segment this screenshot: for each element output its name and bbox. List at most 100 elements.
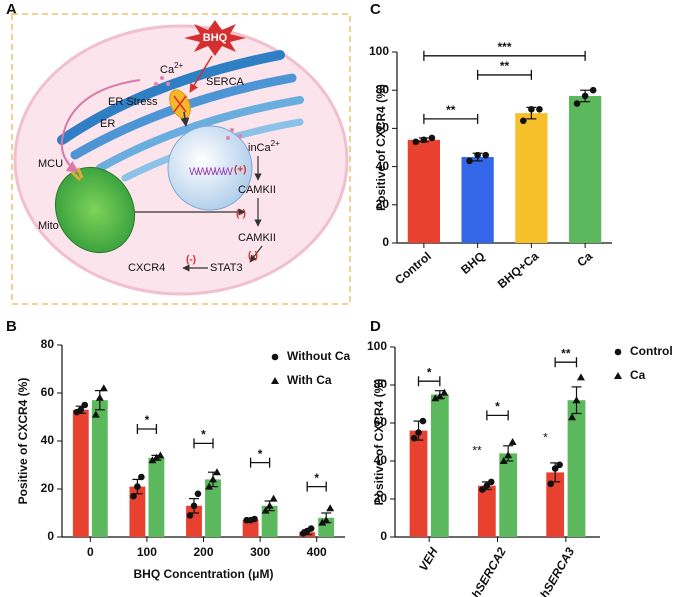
significance-note: * — [543, 430, 548, 444]
significance-label: * — [314, 471, 319, 485]
chart: C 0 20 40 60 80 100 Positive of CXCR4 (%) Contro… — [369, 1, 612, 291]
data-point — [326, 504, 335, 512]
y-tick-label: 0 — [382, 235, 389, 249]
data-point — [148, 456, 157, 464]
data-point — [568, 413, 577, 421]
diagram: A BHQ Ca2+ ER Stress SERCA ER inCa2+ (+)… — [6, 1, 351, 305]
significance-label: * — [145, 413, 150, 427]
data-point — [556, 461, 563, 469]
label: 2+ — [271, 139, 280, 148]
data-point — [269, 494, 278, 502]
significance-label: * — [427, 365, 432, 379]
bar — [72, 409, 89, 537]
data-point — [536, 106, 543, 113]
y-tick-label: 0 — [47, 529, 54, 543]
data-point — [576, 373, 585, 381]
bhq-burst — [184, 20, 246, 56]
data-point — [415, 429, 422, 436]
legend-marker — [614, 348, 622, 356]
bar — [430, 394, 449, 537]
data-point — [412, 138, 420, 146]
y-tick-label: 100 — [369, 44, 389, 58]
legend-label: Ca — [630, 368, 646, 382]
label: CAMKII — [238, 184, 276, 196]
label: Mito — [38, 220, 59, 232]
data-point — [479, 486, 486, 493]
dna: WWWWW — [189, 166, 234, 178]
data-point — [251, 515, 258, 523]
arrow — [180, 111, 190, 127]
x-tick-label: Control — [392, 249, 434, 287]
arrow — [249, 245, 263, 263]
significance-bracket — [417, 376, 441, 387]
panel-letter: B — [6, 318, 17, 335]
data-point — [134, 483, 141, 490]
data-point — [209, 475, 218, 483]
data-point — [99, 384, 108, 392]
legend-label: Control — [630, 344, 673, 358]
data-point — [483, 482, 491, 490]
label: BHQ — [203, 32, 228, 44]
y-tick-label: 80 — [374, 377, 388, 391]
data-point — [440, 388, 449, 396]
data-point — [194, 490, 202, 498]
legend-label: Without Ca — [287, 349, 351, 363]
x-tick-label: 300 — [250, 545, 270, 559]
label: (+) — [234, 165, 247, 176]
data-point — [431, 394, 440, 402]
significance-bracket — [136, 424, 158, 434]
data-point — [504, 451, 513, 459]
label: (-) — [236, 209, 246, 220]
significance-label: * — [201, 428, 206, 442]
panel-letter: D — [370, 318, 381, 335]
data-point — [589, 86, 597, 94]
panel-letter: C — [370, 1, 381, 18]
y-tick-label: 40 — [41, 433, 55, 447]
data-point — [95, 393, 104, 401]
mcu-channel — [70, 167, 84, 182]
data-point — [138, 473, 145, 481]
data-point — [322, 516, 331, 524]
x-tick-label: shSERCA2 — [465, 545, 509, 597]
data-point — [318, 518, 327, 526]
data-point — [307, 525, 315, 532]
x-tick-label: 400 — [307, 545, 327, 559]
label: (-) — [186, 255, 196, 266]
data-point — [487, 478, 495, 486]
bar — [409, 430, 428, 537]
ions — [154, 76, 242, 140]
significance-label: * — [495, 400, 500, 414]
bar — [546, 472, 565, 537]
significance-label: *** — [497, 40, 511, 54]
data-point — [435, 392, 444, 400]
data-point — [419, 417, 427, 425]
data-point — [466, 157, 473, 165]
label: 2+ — [174, 61, 183, 70]
y-tick-label: 60 — [374, 415, 388, 429]
data-point — [573, 100, 581, 107]
bar — [205, 479, 221, 537]
significance-bracket — [476, 69, 533, 80]
data-point — [551, 465, 559, 472]
label: MCU — [38, 158, 63, 170]
y-tick-label: 60 — [376, 121, 390, 135]
data-point — [581, 92, 589, 100]
data-point — [528, 106, 535, 113]
data-point — [77, 406, 85, 414]
significance-note: ** — [472, 444, 482, 458]
bar — [148, 457, 165, 537]
y-tick-label: 40 — [376, 159, 390, 173]
y-tick-label: 20 — [376, 197, 390, 211]
bar — [515, 113, 548, 244]
y-axis-label: Positive of CXCR4 (%) — [372, 379, 386, 506]
x-tick-label: 0 — [87, 545, 94, 559]
x-tick-label: shSERCA3 — [534, 545, 578, 597]
y-tick-label: 100 — [367, 339, 387, 353]
y-tick-label: 80 — [41, 337, 55, 351]
chart: D 0 20 40 60 80 100 Positive of CXCR4 (%) VEH shS… — [367, 318, 673, 597]
data-point — [410, 434, 418, 442]
x-axis-label: BHQ Concentration (μM) — [134, 567, 274, 581]
x-tick-label: 100 — [137, 545, 157, 559]
y-tick-label: 40 — [374, 453, 388, 467]
